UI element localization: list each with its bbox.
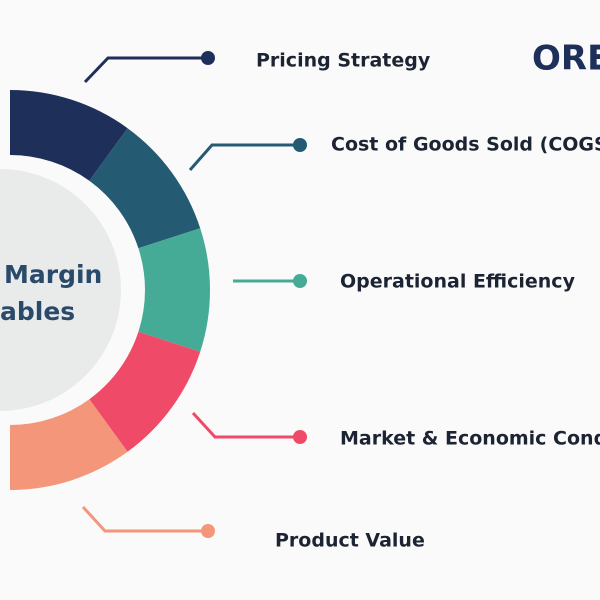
item-label: Cost of Goods Sold (COGS) [331,134,600,156]
connector-dot [293,138,307,152]
connector-line [83,56,208,84]
item-label: Product Value [275,530,425,552]
segment [89,331,201,452]
segment [10,399,128,490]
item-label: Pricing Strategy [256,50,431,72]
center-title: ables [0,297,75,326]
segment [138,228,210,352]
item-label: Operational Efficiency [340,271,576,293]
segment [89,128,201,249]
connector-line [188,143,300,171]
connector-line [191,411,300,439]
ring [10,90,210,490]
connectors: Pricing Strategy Cost of Goods Sold (COGS… [81,50,600,552]
connector-dot [293,274,307,288]
item-label: Market & Economic Conditions [340,428,600,450]
connector-dot [293,430,307,444]
connector-line [81,505,208,533]
connector-dot [201,51,215,65]
segment [10,90,128,181]
center-circle [0,169,121,411]
connector-dot [201,524,215,538]
logo: ORE [532,39,600,79]
center-title: Margin [4,260,102,289]
